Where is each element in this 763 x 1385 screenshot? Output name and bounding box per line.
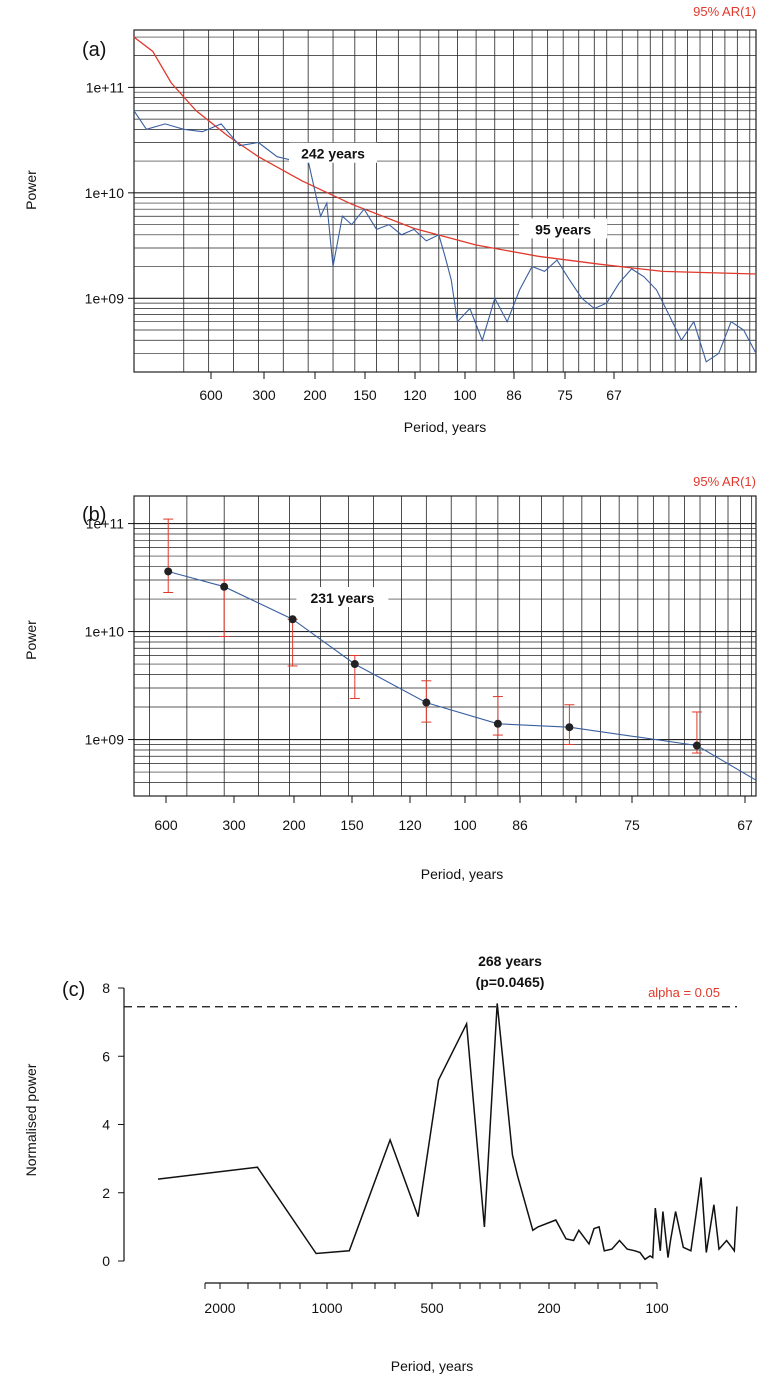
panel-b-point — [220, 582, 229, 591]
panel-a-annotation-box — [289, 142, 378, 163]
panel-b-annotation: 231 years — [310, 590, 374, 606]
panel-c-xlabel: Period, years — [391, 1358, 473, 1374]
panel-b-xtick-label: 200 — [282, 817, 306, 833]
panel-c-label: (c) — [62, 979, 85, 1001]
panel-a-frame — [133, 29, 757, 373]
panel-b-xlabel: Period, years — [421, 866, 503, 882]
panel-b-xtick-label: 75 — [624, 817, 640, 833]
panel-c-xtick-label: 100 — [645, 1300, 669, 1316]
panel-c-xtick-label: 500 — [420, 1300, 444, 1316]
panel-b-annotation-box — [296, 587, 389, 608]
panel-b-xtick-label: 600 — [154, 817, 178, 833]
panel-b: 231 years 1e+09 1e+10 1e+11 600 300 200 150 12… — [23, 474, 757, 882]
panel-a-xtick-label: 600 — [199, 387, 223, 403]
panel-b-point — [350, 660, 359, 669]
panel-b-point — [692, 741, 701, 750]
panel-a-xtick-label: 100 — [453, 387, 477, 403]
panel-c-annotation-line2: (p=0.0465) — [476, 974, 545, 990]
panel-c-alpha-label: alpha = 0.05 — [648, 985, 720, 1000]
panel-a-x-ticks: 600 300 200 150 120 100 86 75 67 — [199, 372, 622, 403]
panel-c-ytick-label: 0 — [102, 1253, 110, 1269]
panel-c-x-ticks: 2000 1000 500 200 100 — [204, 1283, 669, 1316]
panel-b-ylabel: Power — [23, 620, 39, 660]
panel-a-xlabel: Period, years — [404, 419, 486, 435]
panel-b-grid — [134, 496, 756, 797]
panel-b-point — [422, 698, 431, 707]
panel-c-y-ticks: 0 2 4 6 8 — [102, 980, 124, 1269]
panel-c-annotation-line1: 268 years — [478, 953, 542, 969]
panel-b-xtick-label: 100 — [453, 817, 477, 833]
panel-b-point — [164, 567, 173, 576]
panel-a-xtick-label: 200 — [303, 387, 327, 403]
panel-b-ytick-label: 1e+10 — [85, 624, 125, 640]
panel-b-xtick-label: 86 — [512, 817, 528, 833]
panel-a: 242 years 95 years 1e+09 1e+10 1e+11 600 300… — [23, 4, 757, 435]
panel-b-xtick-label: 67 — [737, 817, 753, 833]
panel-b-xtick-label: 300 — [222, 817, 246, 833]
panel-b-ytick-label: 1e+11 — [86, 516, 124, 532]
panel-a-xtick-label: 86 — [506, 387, 522, 403]
panel-b-ar1-label: 95% AR(1) — [693, 474, 756, 489]
panel-a-annotation: 95 years — [535, 221, 591, 237]
panel-a-annotations: 242 years 95 years — [289, 142, 608, 239]
panel-a-ar1-curve — [133, 36, 757, 275]
panel-c-ytick-label: 8 — [102, 980, 110, 996]
panel-a-y-ticks: 1e+09 1e+10 1e+11 — [85, 79, 134, 306]
panel-b-xtick-label: 120 — [398, 817, 422, 833]
panel-c-xtick-label: 200 — [537, 1300, 561, 1316]
panel-a-ylabel: Power — [23, 170, 39, 210]
panel-a-xtick-label: 75 — [557, 387, 573, 403]
panel-b-points — [163, 518, 702, 754]
panel-b-point — [493, 719, 502, 728]
panel-a-xtick-label: 67 — [606, 387, 622, 403]
panel-c-ytick-label: 6 — [102, 1048, 110, 1064]
panel-b-point — [565, 723, 574, 732]
panel-a-xtick-label: 120 — [403, 387, 427, 403]
panel-a-grid — [134, 30, 756, 373]
panel-a-label: (a) — [82, 39, 106, 61]
panel-b-annotations: 231 years — [296, 587, 389, 608]
panel-a-annotation: 242 years — [301, 146, 365, 162]
panel-c-xtick-label: 2000 — [204, 1300, 235, 1316]
panel-a-xtick-label: 150 — [353, 387, 377, 403]
panel-c-ytick-label: 4 — [102, 1117, 110, 1133]
panel-a-ytick-label: 1e+10 — [85, 185, 125, 201]
panel-c-ytick-label: 2 — [102, 1185, 110, 1201]
panel-b-frame — [133, 495, 757, 797]
panel-c-ylabel: Normalised power — [23, 1063, 39, 1176]
panel-a-spectrum-line — [133, 110, 757, 363]
panel-b-ytick-label: 1e+09 — [85, 732, 125, 748]
panel-c-xtick-label: 1000 — [311, 1300, 342, 1316]
panel-a-annotation-box — [519, 218, 608, 239]
panel-a-ytick-label: 1e+11 — [86, 79, 124, 95]
panel-b-smooth-curve — [168, 570, 757, 781]
panel-b-label: (b) — [82, 504, 106, 526]
panel-a-xtick-label: 300 — [252, 387, 276, 403]
panel-c: 0 2 4 6 8 2000 1000 500 200 100 (c) alpha = 0.05… — [23, 953, 738, 1374]
panel-b-xtick-label: 150 — [340, 817, 364, 833]
panel-a-ytick-label: 1e+09 — [85, 290, 125, 306]
panel-b-x-ticks: 600 300 200 150 120 100 86 75 67 — [154, 796, 753, 833]
panel-b-point — [288, 615, 297, 624]
panel-c-power-line — [157, 1003, 738, 1261]
panel-b-y-ticks: 1e+09 1e+10 1e+11 — [85, 516, 134, 748]
panel-a-ar1-label: 95% AR(1) — [693, 4, 756, 19]
